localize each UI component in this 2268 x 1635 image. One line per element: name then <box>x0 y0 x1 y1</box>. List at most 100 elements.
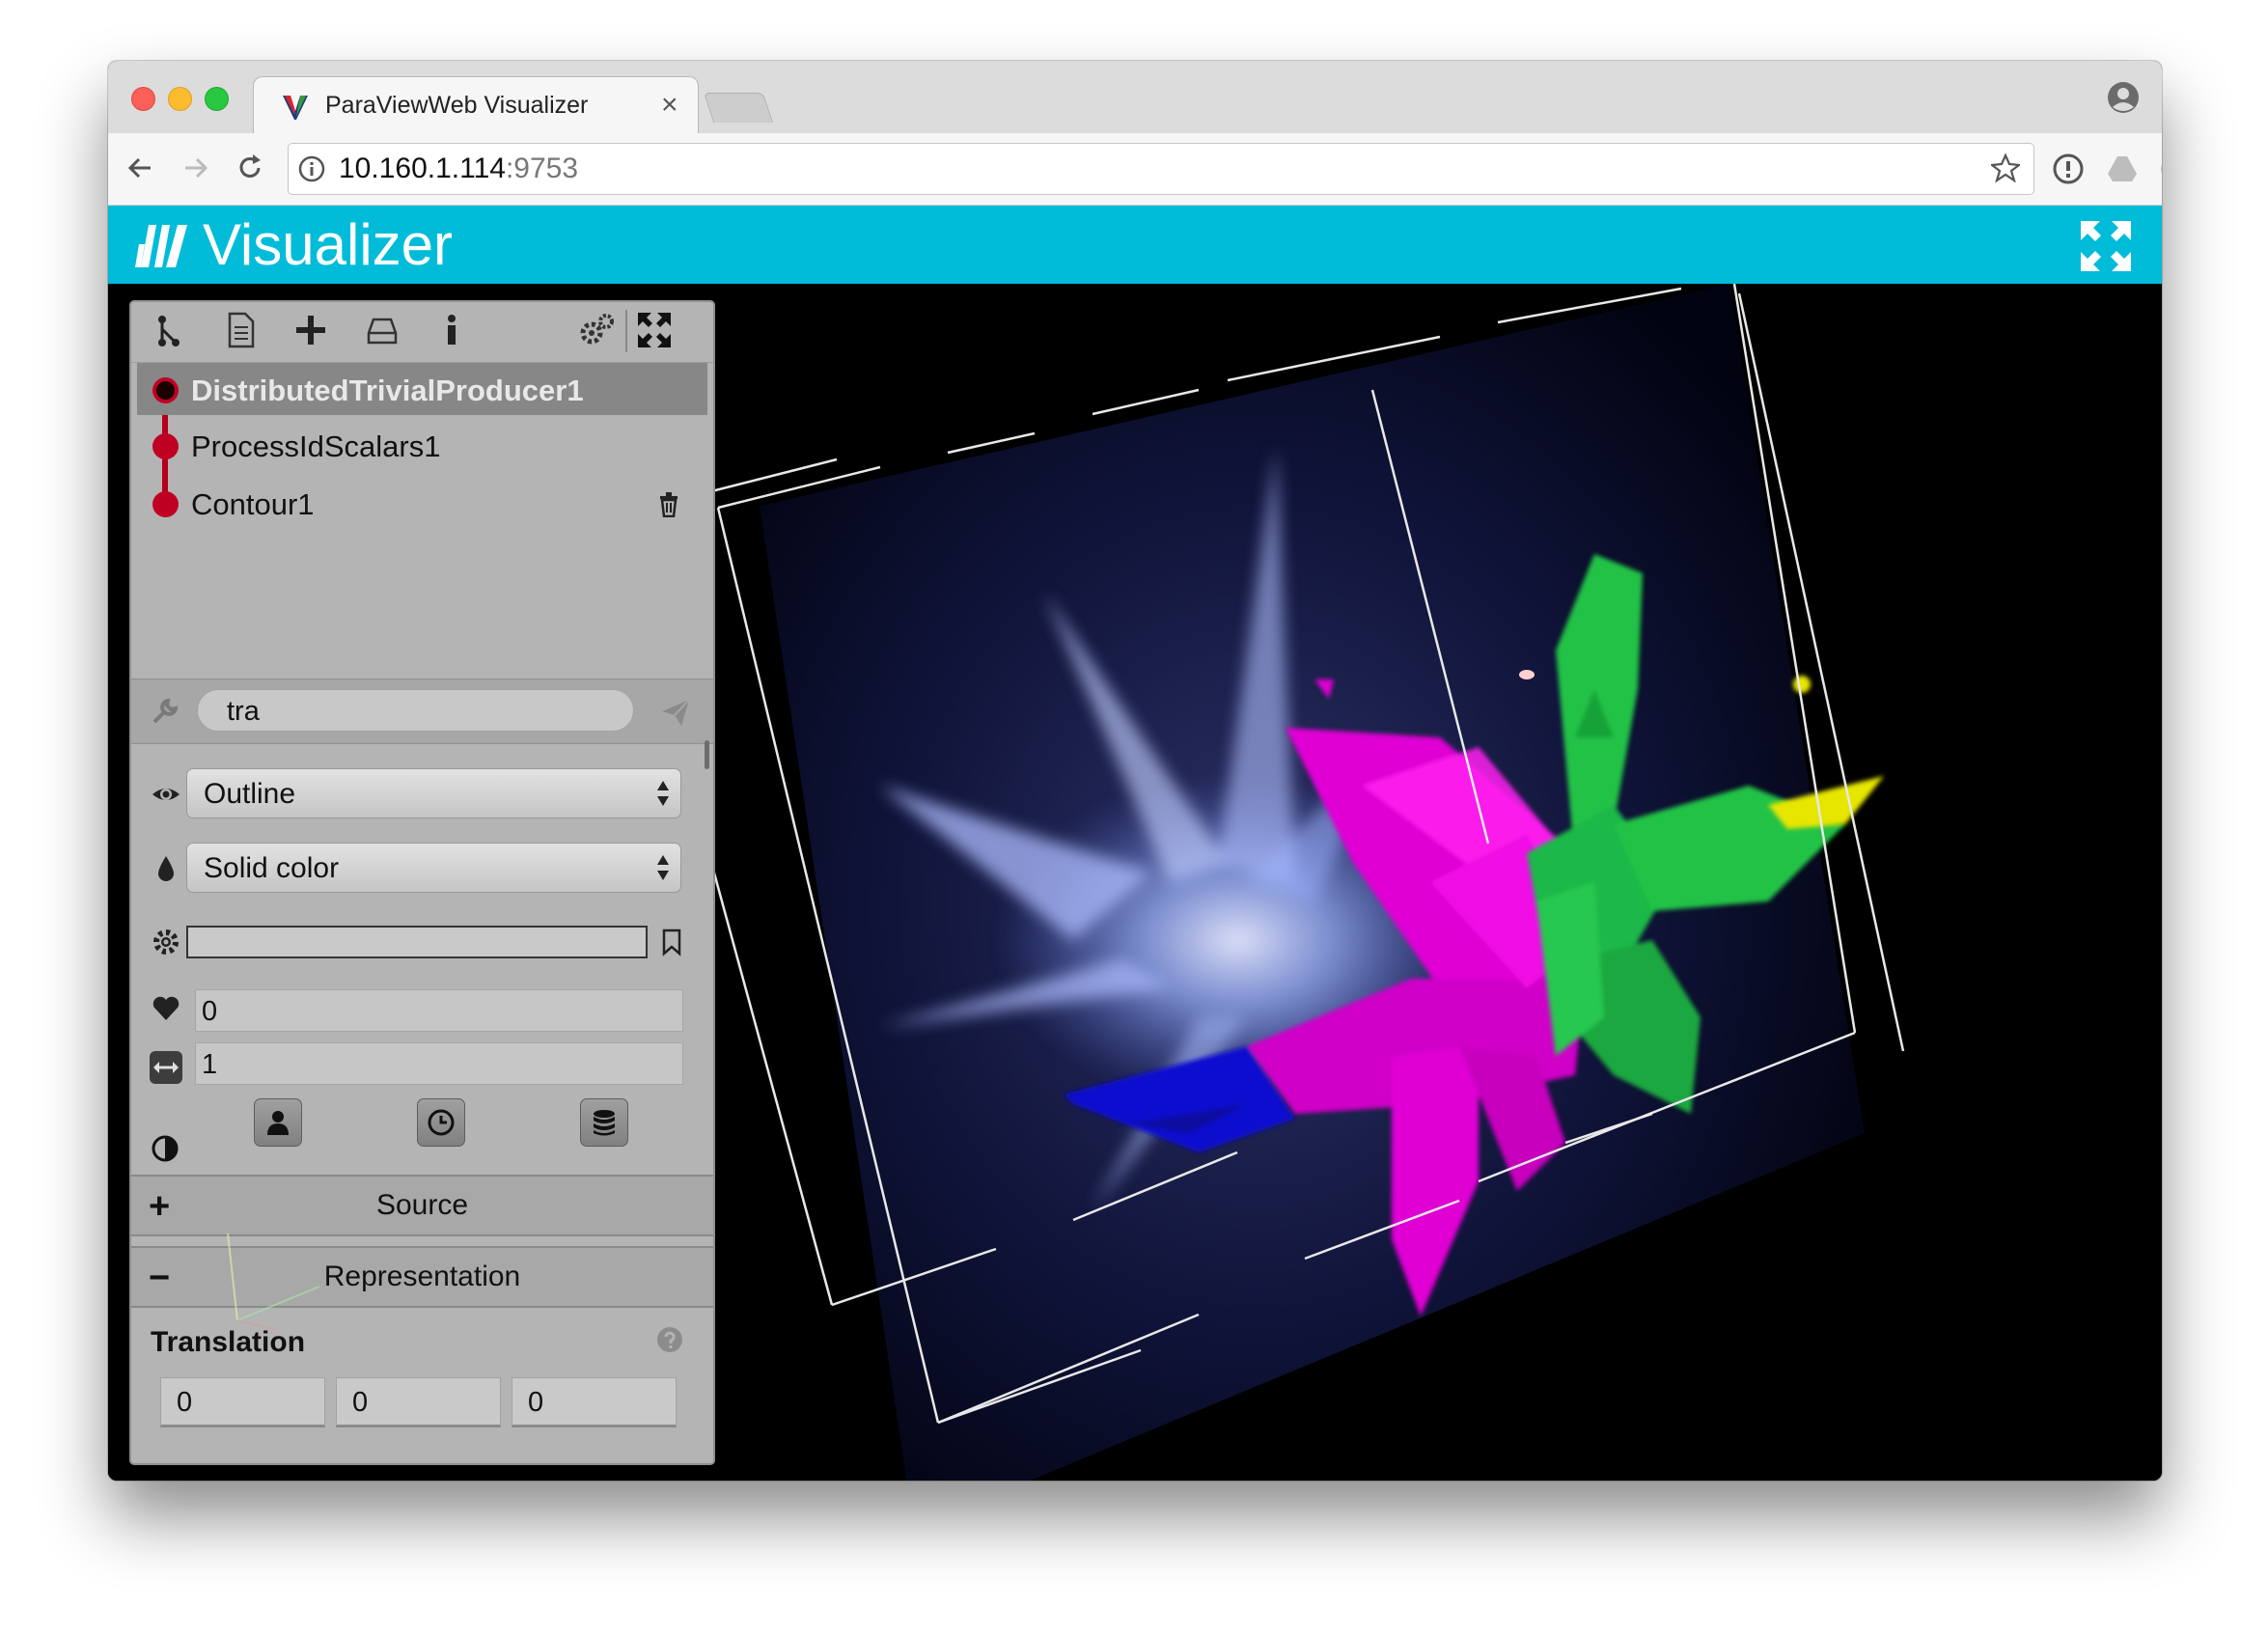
extension-info-icon[interactable] <box>2052 152 2085 185</box>
property-search-row: tra <box>131 679 713 744</box>
numeric-field-two[interactable]: 1 <box>195 1042 683 1085</box>
translation-y-input[interactable]: 0 <box>336 1377 501 1427</box>
opacity-row: 0 <box>131 989 713 1034</box>
pipeline-item[interactable]: DistributedTrivialProducer1 <box>137 363 707 415</box>
translation-z-input[interactable]: 0 <box>512 1377 677 1427</box>
numeric-field-one[interactable]: 0 <box>195 989 683 1032</box>
translation-label: Translation <box>151 1326 306 1358</box>
source-section-header[interactable]: + Source <box>131 1175 713 1236</box>
control-panel: DistributedTrivialProducer1 ProcessIdSca… <box>129 300 715 1465</box>
save-drive-icon[interactable] <box>363 310 401 350</box>
help-icon[interactable] <box>656 1326 683 1353</box>
address-bar[interactable]: 10.160.1.114:9753 <box>288 143 2034 195</box>
width-arrows-icon <box>150 1051 182 1084</box>
pipeline-browser: DistributedTrivialProducer1 ProcessIdSca… <box>131 363 713 678</box>
heart-icon <box>152 996 180 1020</box>
pipeline-tree-icon[interactable] <box>151 310 189 350</box>
pipeline-node[interactable] <box>152 433 179 459</box>
info-icon[interactable] <box>432 310 471 350</box>
paraview-favicon-icon <box>283 96 308 120</box>
tab-strip: ParaViewWeb Visualizer × <box>108 61 2162 135</box>
pipeline-node[interactable] <box>152 377 179 403</box>
3d-scene[interactable] <box>108 284 2162 1481</box>
blue-surface <box>1064 1046 1295 1152</box>
representation-section-header[interactable]: − Representation <box>131 1246 713 1308</box>
trash-icon[interactable] <box>657 490 680 517</box>
outline-box <box>615 284 1905 1425</box>
url-port: :9753 <box>505 152 579 184</box>
gear-icon <box>153 929 179 955</box>
clock-icon <box>428 1109 455 1136</box>
color-by-row: Solid color <box>131 843 713 895</box>
representation-section-label: Representation <box>323 1261 521 1292</box>
reload-icon[interactable] <box>234 152 266 184</box>
bookmark-star-icon[interactable] <box>1991 153 2020 182</box>
pipeline-item-label: ProcessIdScalars1 <box>191 430 441 463</box>
source-section-label: Source <box>375 1189 469 1221</box>
magenta-surface <box>1247 679 1585 1316</box>
fullscreen-icon[interactable] <box>2079 219 2133 273</box>
render-viewport[interactable]: DistributedTrivialProducer1 ProcessIdSca… <box>108 284 2162 1481</box>
site-info-icon[interactable] <box>298 155 325 182</box>
panel-toolbar <box>131 302 713 363</box>
tab-title: ParaViewWeb Visualizer <box>325 92 589 119</box>
width-row: 1 <box>131 1042 713 1087</box>
close-window-button[interactable] <box>131 87 155 111</box>
scrollbar-thumb[interactable] <box>705 740 709 769</box>
user-icon <box>267 1111 289 1135</box>
green-surface <box>1527 554 1845 1114</box>
forward-arrow-icon[interactable] <box>180 152 212 184</box>
pipeline-node[interactable] <box>152 491 179 517</box>
app-header: Visualizer <box>108 206 2162 284</box>
maximize-window-button[interactable] <box>205 87 229 111</box>
representation-select-value: Outline <box>204 778 296 810</box>
expand-plus-icon[interactable]: + <box>149 1186 171 1227</box>
pipeline-item-label: DistributedTrivialProducer1 <box>191 374 584 407</box>
tab-close-icon[interactable]: × <box>661 89 678 121</box>
color-map-row <box>131 926 713 960</box>
database-icon <box>594 1110 615 1136</box>
panel-fullscreen-icon[interactable] <box>635 310 674 350</box>
extension-puzzle-icon[interactable] <box>2158 152 2162 185</box>
select-arrows-icon <box>657 781 669 806</box>
eye-icon <box>152 789 180 800</box>
property-search-input[interactable]: tra <box>197 689 634 732</box>
collapse-minus-icon[interactable]: − <box>149 1258 171 1298</box>
new-tab-button[interactable] <box>703 93 774 123</box>
add-icon[interactable] <box>291 310 330 350</box>
browser-toolbar: 10.160.1.114:9753 <box>108 133 2162 206</box>
translation-x-input[interactable]: 0 <box>160 1377 325 1427</box>
data-button[interactable] <box>580 1098 628 1147</box>
color-by-select-value: Solid color <box>204 852 340 884</box>
select-arrows-icon <box>657 855 669 880</box>
user-button[interactable] <box>254 1098 302 1147</box>
artifact-blob <box>1519 670 1535 679</box>
bookmark-icon[interactable] <box>660 928 683 956</box>
file-icon[interactable] <box>222 310 261 350</box>
time-button[interactable] <box>417 1098 465 1147</box>
orientation-axes-icon <box>227 1233 320 1331</box>
representation-select[interactable]: Outline <box>186 768 681 818</box>
wrench-icon <box>152 698 179 724</box>
color-by-select[interactable]: Solid color <box>186 843 681 893</box>
apply-send-icon[interactable] <box>660 697 691 728</box>
drop-icon <box>158 856 174 881</box>
back-arrow-icon[interactable] <box>124 152 156 184</box>
pipeline-item-label: Contour1 <box>191 487 315 521</box>
pipeline-item[interactable]: Contour1 <box>131 477 713 529</box>
visualizer-logo-icon <box>135 225 187 267</box>
browser-window: ParaViewWeb Visualizer × 10.160.1 <box>108 61 2162 1481</box>
color-map-bar[interactable] <box>186 926 648 958</box>
settings-gears-icon[interactable] <box>577 310 616 350</box>
browser-tab[interactable]: ParaViewWeb Visualizer × <box>253 76 699 135</box>
profile-icon[interactable] <box>2106 80 2141 115</box>
toolbar-divider <box>625 310 627 352</box>
url-host: 10.160.1.114 <box>339 152 506 184</box>
contrast-icon <box>152 1135 179 1162</box>
app-title: Visualizer <box>203 212 454 277</box>
drive-extension-icon[interactable] <box>2106 152 2139 185</box>
url-text[interactable]: 10.160.1.114:9753 <box>339 152 578 185</box>
pipeline-item[interactable]: ProcessIdScalars1 <box>131 419 713 471</box>
representation-row: Outline <box>131 768 713 820</box>
minimize-window-button[interactable] <box>168 87 192 111</box>
